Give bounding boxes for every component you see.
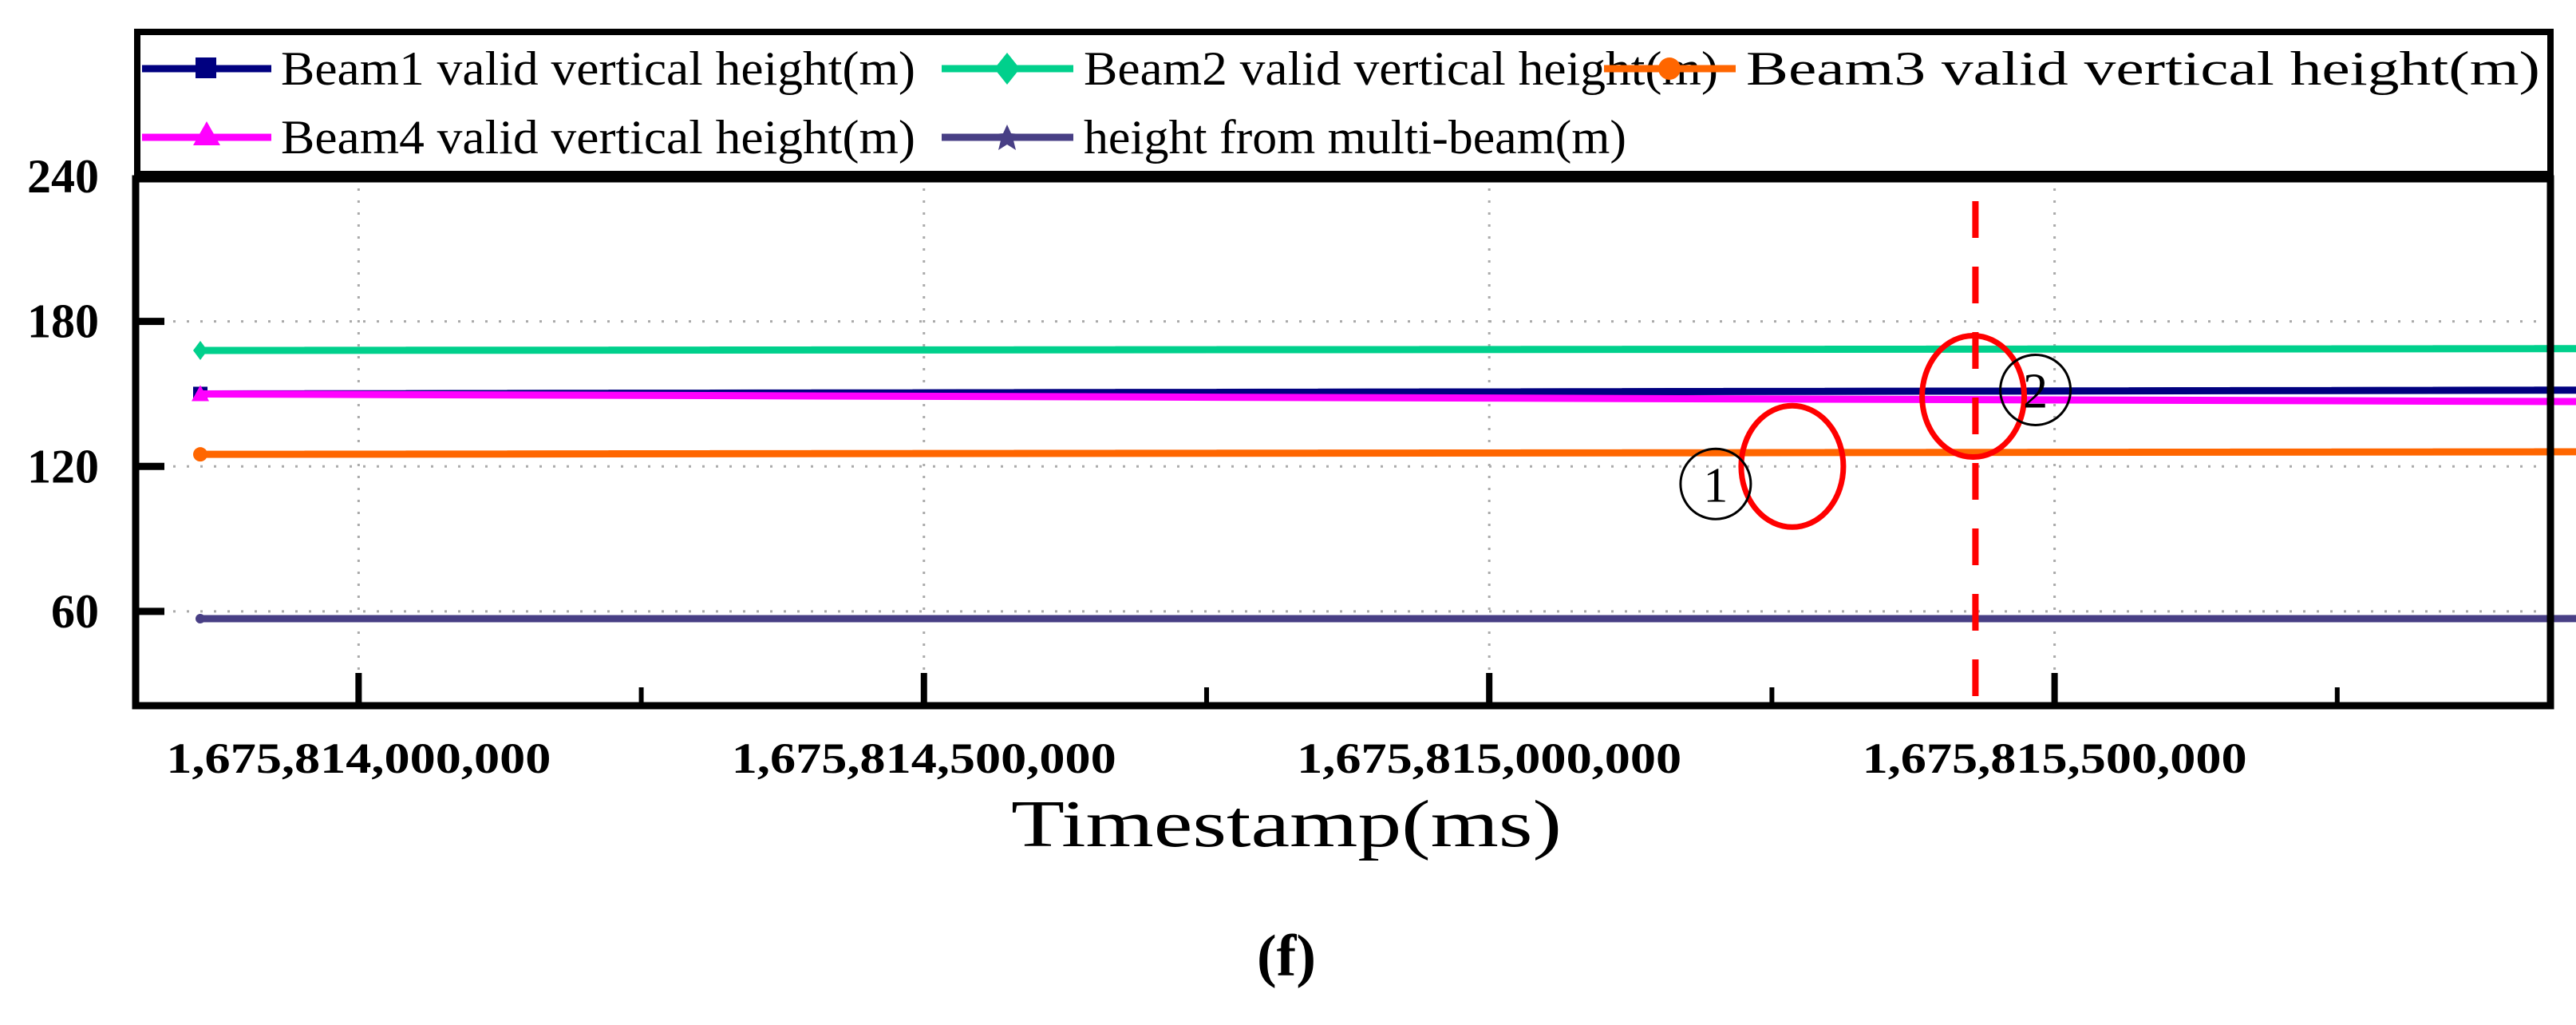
annotation-label-2: 2 [2023, 364, 2048, 418]
series-line [200, 390, 2576, 406]
x-axis-title: Timestamp(ms) [1011, 787, 1562, 861]
triangle-marker-icon [193, 121, 220, 145]
x-tick-label: 1,675,815,500,000 [1863, 734, 2247, 782]
grid [132, 176, 2552, 708]
legend-item-beam3: Beam3 valid vertical height(m) [1604, 42, 2540, 95]
legend: Beam1 valid vertical height(m) Beam2 val… [142, 42, 2540, 164]
series-line [200, 448, 2576, 458]
legend-item-multi-beam: height from multi-beam(m) [942, 111, 1626, 164]
legend-item-beam1: Beam1 valid vertical height(m) [142, 42, 915, 95]
legend-label-beam4: Beam4 valid vertical height(m) [281, 111, 915, 164]
annotation-label-1: 1 [1703, 458, 1728, 512]
legend-item-beam4: Beam4 valid vertical height(m) [142, 111, 915, 164]
series-layer [192, 340, 2576, 623]
x-tick-label: 1,675,814,500,000 [732, 734, 1116, 782]
series-2 [193, 340, 2576, 360]
series-1 [193, 386, 2576, 402]
x-tick-label: 1,675,815,000,000 [1297, 734, 1681, 782]
plot-frame [132, 175, 2554, 710]
highlight-circle-1 [1738, 402, 1847, 530]
series-4 [192, 385, 2576, 406]
series-5 [196, 613, 2576, 623]
y-tick-label: 180 [27, 295, 99, 348]
series-line [200, 386, 2576, 398]
y-tick-label: 120 [27, 440, 99, 493]
y-tick-label: 240 [27, 150, 99, 203]
annotations: 12 [1679, 201, 2072, 708]
y-tick-label: 60 [51, 585, 99, 638]
data-point-star [196, 613, 206, 623]
legend-label-multi-beam: height from multi-beam(m) [1084, 111, 1626, 164]
panel-label: (f) [1257, 924, 1316, 989]
legend-label-beam3: Beam3 valid vertical height(m) [1746, 42, 2540, 95]
data-point-circle [193, 447, 208, 462]
data-point-triangle [192, 385, 210, 402]
numbered-badge-1 [1679, 447, 1752, 520]
series-3 [193, 447, 2576, 462]
legend-box [134, 29, 2554, 177]
highlight-circle-2 [1919, 332, 2028, 460]
diamond-marker-icon [994, 53, 1020, 85]
star-marker-icon [994, 125, 1021, 150]
series-line [200, 345, 2576, 354]
circle-marker-icon [1658, 57, 1681, 80]
square-marker-icon [196, 57, 216, 78]
legend-label-beam1: Beam1 valid vertical height(m) [281, 42, 915, 95]
data-point-diamond [193, 340, 208, 360]
axis-ticks: 1,675,814,000,000 1,675,814,500,000 1,675,… [27, 150, 2340, 782]
numbered-badge-2 [1999, 353, 2072, 426]
x-tick-label: 1,675,814,000,000 [166, 734, 551, 782]
